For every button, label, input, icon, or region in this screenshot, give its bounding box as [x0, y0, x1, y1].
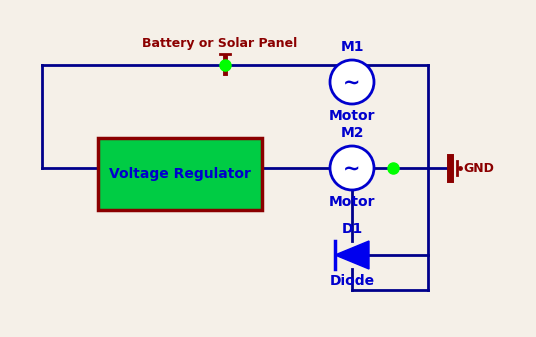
Polygon shape [335, 241, 369, 269]
Text: ∼: ∼ [343, 73, 361, 93]
Circle shape [330, 146, 374, 190]
Text: M2: M2 [340, 126, 364, 140]
Text: D1: D1 [341, 222, 363, 236]
Text: Diode: Diode [330, 274, 375, 288]
Circle shape [330, 60, 374, 104]
Text: Motor: Motor [329, 195, 375, 209]
Text: GND: GND [463, 161, 494, 175]
Text: Battery or Solar Panel: Battery or Solar Panel [143, 37, 297, 50]
Text: Voltage Regulator: Voltage Regulator [109, 167, 251, 181]
Text: M1: M1 [340, 40, 364, 54]
Text: Motor: Motor [329, 109, 375, 123]
Text: ∼: ∼ [343, 159, 361, 179]
FancyBboxPatch shape [98, 138, 262, 210]
